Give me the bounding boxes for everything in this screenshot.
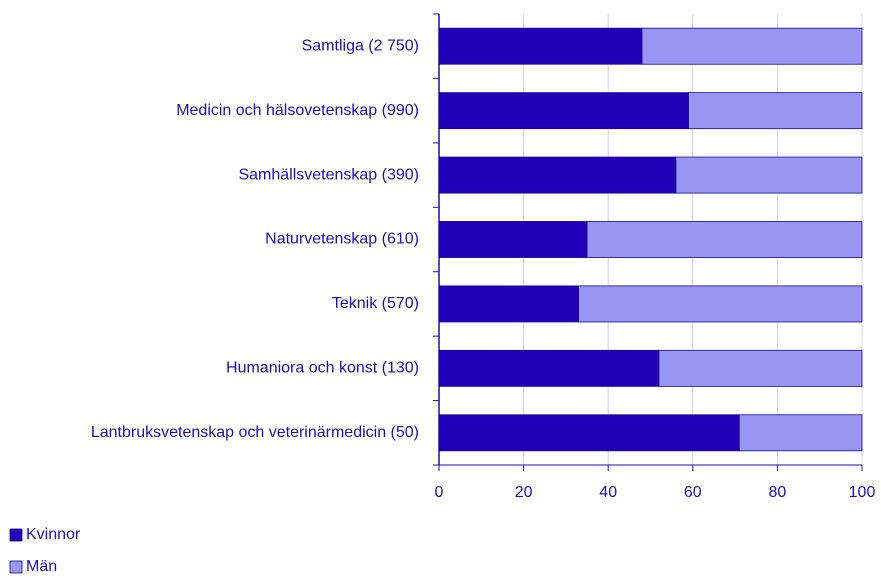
bar-segment	[438, 414, 740, 452]
y-tick-label: Lantbruksvetenskap och veterinärmedicin …	[91, 424, 419, 441]
y-tick-label: Samtliga (2 750)	[302, 37, 419, 54]
x-tick-label: 20	[515, 484, 533, 501]
y-tick-label: Humaniora och konst (130)	[226, 360, 419, 377]
bar-segment	[578, 285, 863, 323]
bar-segment	[438, 92, 689, 130]
y-tick-label: Medicin och hälsovetenskap (990)	[176, 102, 419, 119]
y-tick-label: Samhällsvetenskap (390)	[238, 166, 419, 183]
bar-segment	[438, 349, 660, 387]
y-tick-label: Naturvetenskap (610)	[265, 231, 419, 248]
legend-swatch	[9, 528, 23, 542]
x-tick-label: 80	[769, 484, 787, 501]
y-tick-label: Teknik (570)	[332, 295, 419, 312]
x-tick-label: 0	[435, 484, 444, 501]
x-tick-label: 100	[849, 484, 876, 501]
bar-segment	[688, 92, 863, 130]
bar-segment	[675, 156, 863, 194]
bar-segment	[641, 27, 863, 65]
x-tick-label: 60	[684, 484, 702, 501]
bar-segment	[438, 156, 677, 194]
legend-swatch	[9, 560, 23, 574]
legend-label: Kvinnor	[26, 526, 81, 543]
bar-segment	[438, 221, 588, 258]
bar-segment	[438, 285, 579, 323]
bar-segment	[738, 414, 863, 452]
x-tick-label: 40	[599, 484, 617, 501]
bar-segment	[586, 221, 863, 258]
legend-label: Män	[26, 558, 57, 575]
bar-segment	[438, 27, 643, 65]
bar-segment	[658, 349, 863, 387]
